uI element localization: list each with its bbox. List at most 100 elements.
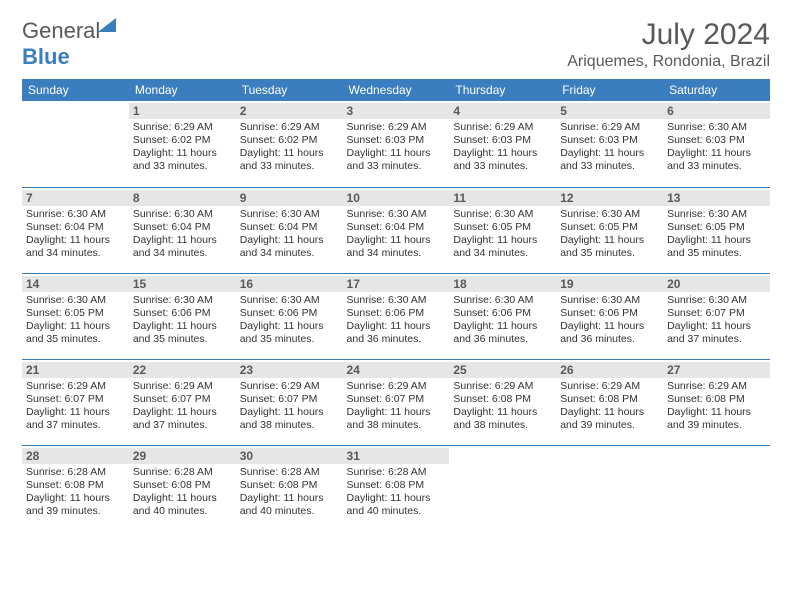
daylight-text: Daylight: 11 hours and 33 minutes. [453,147,552,173]
daylight-text: Daylight: 11 hours and 35 minutes. [133,320,232,346]
day-details: Sunrise: 6:30 AMSunset: 6:04 PMDaylight:… [26,208,125,261]
sunset-text: Sunset: 6:07 PM [133,393,232,406]
day-number: 11 [449,190,556,206]
calendar-day-cell: 5Sunrise: 6:29 AMSunset: 6:03 PMDaylight… [556,101,663,187]
calendar-week-row: 28Sunrise: 6:28 AMSunset: 6:08 PMDayligh… [22,445,770,531]
day-number: 13 [663,190,770,206]
day-number: 15 [129,276,236,292]
calendar-day-cell: 6Sunrise: 6:30 AMSunset: 6:03 PMDaylight… [663,101,770,187]
calendar-day-cell: 7 Sunrise: 6:30 AMSunset: 6:04 PMDaylight… [22,187,129,273]
sunset-text: Sunset: 6:05 PM [560,221,659,234]
sunset-text: Sunset: 6:06 PM [453,307,552,320]
sunset-text: Sunset: 6:04 PM [240,221,339,234]
daylight-text: Daylight: 11 hours and 35 minutes. [667,234,766,260]
calendar-day-cell: 2Sunrise: 6:29 AMSunset: 6:02 PMDaylight… [236,101,343,187]
sunset-text: Sunset: 6:04 PM [26,221,125,234]
day-details: Sunrise: 6:30 AMSunset: 6:06 PMDaylight:… [453,294,552,347]
sunrise-text: Sunrise: 6:28 AM [240,466,339,479]
logo: General Blue [22,18,116,70]
weekday-header-row: Sunday Monday Tuesday Wednesday Thursday… [22,79,770,101]
day-number: 10 [343,190,450,206]
calendar-week-row: 7Sunrise: 6:30 AMSunset: 6:04 PMDaylight… [22,187,770,273]
sunset-text: Sunset: 6:03 PM [560,134,659,147]
day-number: 28 [22,448,129,464]
day-details: Sunrise: 6:28 AMSunset: 6:08 PMDaylight:… [347,466,446,519]
day-number: 4 [449,103,556,119]
weekday-header: Wednesday [343,79,450,101]
sunrise-text: Sunrise: 6:29 AM [347,121,446,134]
calendar-week-row: 14Sunrise: 6:30 AMSunset: 6:05 PMDayligh… [22,273,770,359]
calendar-day-cell: 12Sunrise: 6:30 AMSunset: 6:05 PMDayligh… [556,187,663,273]
sunset-text: Sunset: 6:06 PM [560,307,659,320]
calendar-day-cell: 20Sunrise: 6:30 AMSunset: 6:07 PMDayligh… [663,273,770,359]
calendar-table: Sunday Monday Tuesday Wednesday Thursday… [22,79,770,531]
calendar-day-cell: 10 Sunrise: 6:30 AMSunset: 6:04 PMDayligh… [343,187,450,273]
day-number: 25 [449,362,556,378]
day-details: Sunrise: 6:29 AMSunset: 6:08 PMDaylight:… [667,380,766,433]
daylight-text: Daylight: 11 hours and 35 minutes. [26,320,125,346]
day-details: Sunrise: 6:29 AMSunset: 6:07 PMDaylight:… [26,380,125,433]
day-number: 2 [236,103,343,119]
sunset-text: Sunset: 6:06 PM [347,307,446,320]
sunrise-text: Sunrise: 6:30 AM [667,294,766,307]
sunrise-text: Sunrise: 6:30 AM [240,208,339,221]
sunrise-text: Sunrise: 6:28 AM [26,466,125,479]
day-number: 16 [236,276,343,292]
calendar-day-cell [22,101,129,187]
day-details: Sunrise: 6:30 AMSunset: 6:05 PMDaylight:… [560,208,659,261]
daylight-text: Daylight: 11 hours and 33 minutes. [347,147,446,173]
calendar-day-cell: 1Sunrise: 6:29 AMSunset: 6:02 PMDaylight… [129,101,236,187]
daylight-text: Daylight: 11 hours and 37 minutes. [133,406,232,432]
calendar-day-cell: 26Sunrise: 6:29 AMSunset: 6:08 PMDayligh… [556,359,663,445]
day-number: 7 [22,190,129,206]
sunset-text: Sunset: 6:08 PM [26,479,125,492]
calendar-day-cell: 4Sunrise: 6:29 AMSunset: 6:03 PMDaylight… [449,101,556,187]
sunrise-text: Sunrise: 6:30 AM [26,294,125,307]
sunset-text: Sunset: 6:05 PM [667,221,766,234]
logo-part1: General [22,18,100,43]
daylight-text: Daylight: 11 hours and 40 minutes. [347,492,446,518]
calendar-day-cell: 15Sunrise: 6:30 AMSunset: 6:06 PMDayligh… [129,273,236,359]
sunset-text: Sunset: 6:08 PM [347,479,446,492]
calendar-day-cell [556,445,663,531]
calendar-week-row: 1Sunrise: 6:29 AMSunset: 6:02 PMDaylight… [22,101,770,187]
daylight-text: Daylight: 11 hours and 37 minutes. [667,320,766,346]
day-number: 21 [22,362,129,378]
daylight-text: Daylight: 11 hours and 36 minutes. [347,320,446,346]
day-number: 6 [663,103,770,119]
day-details: Sunrise: 6:28 AMSunset: 6:08 PMDaylight:… [240,466,339,519]
day-number: 23 [236,362,343,378]
sunset-text: Sunset: 6:08 PM [453,393,552,406]
day-number: 19 [556,276,663,292]
month-title: July 2024 [567,18,770,51]
daylight-text: Daylight: 11 hours and 38 minutes. [240,406,339,432]
daylight-text: Daylight: 11 hours and 34 minutes. [453,234,552,260]
sunrise-text: Sunrise: 6:29 AM [26,380,125,393]
sunrise-text: Sunrise: 6:30 AM [347,294,446,307]
day-details: Sunrise: 6:30 AMSunset: 6:04 PMDaylight:… [240,208,339,261]
calendar-day-cell: 18Sunrise: 6:30 AMSunset: 6:06 PMDayligh… [449,273,556,359]
sunset-text: Sunset: 6:08 PM [560,393,659,406]
day-details: Sunrise: 6:30 AMSunset: 6:05 PMDaylight:… [26,294,125,347]
daylight-text: Daylight: 11 hours and 38 minutes. [347,406,446,432]
weekday-header: Thursday [449,79,556,101]
sunrise-text: Sunrise: 6:30 AM [667,121,766,134]
day-details: Sunrise: 6:29 AMSunset: 6:03 PMDaylight:… [347,121,446,174]
day-number: 22 [129,362,236,378]
daylight-text: Daylight: 11 hours and 39 minutes. [667,406,766,432]
sunrise-text: Sunrise: 6:29 AM [453,121,552,134]
daylight-text: Daylight: 11 hours and 40 minutes. [240,492,339,518]
day-number: 1 [129,103,236,119]
day-details: Sunrise: 6:28 AMSunset: 6:08 PMDaylight:… [26,466,125,519]
day-number: 26 [556,362,663,378]
sunrise-text: Sunrise: 6:30 AM [560,294,659,307]
calendar-day-cell: 11Sunrise: 6:30 AMSunset: 6:05 PMDayligh… [449,187,556,273]
day-details: Sunrise: 6:29 AMSunset: 6:07 PMDaylight:… [240,380,339,433]
sunrise-text: Sunrise: 6:30 AM [560,208,659,221]
sunrise-text: Sunrise: 6:29 AM [240,121,339,134]
day-number: 17 [343,276,450,292]
day-details: Sunrise: 6:30 AMSunset: 6:04 PMDaylight:… [347,208,446,261]
sunrise-text: Sunrise: 6:28 AM [133,466,232,479]
sunset-text: Sunset: 6:03 PM [667,134,766,147]
day-details: Sunrise: 6:29 AMSunset: 6:08 PMDaylight:… [453,380,552,433]
